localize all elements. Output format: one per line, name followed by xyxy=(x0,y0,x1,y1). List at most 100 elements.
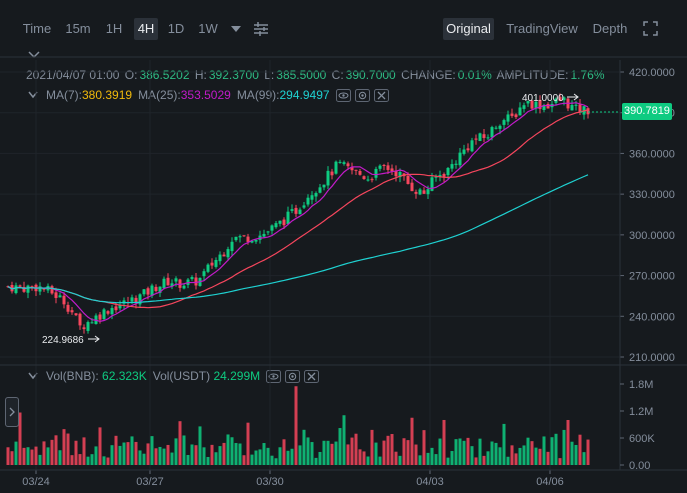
candle-body xyxy=(102,309,106,320)
candle-body xyxy=(574,104,578,106)
candle-body xyxy=(22,286,26,292)
high-price-marker: 401.0000 xyxy=(522,93,564,104)
candle-body xyxy=(314,193,318,197)
candle-body xyxy=(154,286,158,292)
volume-bar xyxy=(478,438,482,465)
candle-body xyxy=(354,169,358,171)
candle-body xyxy=(166,277,170,286)
interval-1w[interactable]: 1W xyxy=(198,21,218,36)
volume-bar xyxy=(70,455,74,465)
candle-body xyxy=(182,285,186,289)
volume-bar xyxy=(114,435,118,465)
volume-bar xyxy=(414,444,418,465)
candle-body xyxy=(218,254,222,262)
candle-body xyxy=(202,271,206,277)
panel-expand-handle[interactable] xyxy=(5,397,19,427)
candle-body xyxy=(206,264,210,272)
interval-time[interactable]: Time xyxy=(22,21,52,36)
ma-settings-icon[interactable] xyxy=(354,88,370,102)
volume-bar xyxy=(550,437,554,465)
volume-bar xyxy=(122,442,126,465)
candle-body xyxy=(114,306,118,311)
volume-bar xyxy=(102,456,106,465)
candle-body xyxy=(526,101,530,104)
volume-bar xyxy=(434,454,438,465)
volume-settings-icon[interactable] xyxy=(285,369,301,383)
volume-bar xyxy=(558,458,562,465)
ma-visibility-eye-icon[interactable] xyxy=(335,88,351,102)
volume-bar xyxy=(202,447,206,465)
price-tick-label: 360.0000 xyxy=(629,148,675,160)
ma7-label: MA(7): xyxy=(46,88,82,102)
volume-bar xyxy=(98,427,102,465)
indicator-settings-icon[interactable] xyxy=(253,21,269,37)
interval-15m[interactable]: 15m xyxy=(65,21,91,36)
volume-bar xyxy=(522,445,526,465)
volume-bar xyxy=(398,455,402,465)
volume-bar xyxy=(542,436,546,465)
ma-close-icon[interactable] xyxy=(373,88,389,102)
candle-body xyxy=(450,164,454,169)
volume-bar xyxy=(254,450,258,465)
candle-body xyxy=(374,168,378,178)
volume-bar xyxy=(198,426,202,465)
volume-close-icon[interactable] xyxy=(304,369,320,383)
candle-body xyxy=(470,140,474,152)
ma-legend: MA(7): 380.3919 MA(25): 353.5029 MA(99): 29… xyxy=(28,88,389,102)
volume-bar xyxy=(518,447,522,465)
candle-body xyxy=(230,241,234,252)
interval-1d[interactable]: 1D xyxy=(167,21,185,36)
price-tick-label: 210.0000 xyxy=(629,352,675,364)
volume-bar xyxy=(234,443,238,465)
volume-bar xyxy=(302,429,306,465)
candle-body xyxy=(10,284,14,292)
volume-bar xyxy=(382,440,386,465)
candle-body xyxy=(178,279,182,288)
volume-bar xyxy=(238,443,242,465)
candlesticks xyxy=(6,93,590,334)
volume-bar xyxy=(86,456,90,465)
volume-bar xyxy=(582,452,586,465)
volume-bar xyxy=(510,445,514,465)
candle-body xyxy=(562,97,566,101)
volume-visibility-eye-icon[interactable] xyxy=(266,369,282,383)
volume-bar xyxy=(18,412,22,465)
candle-body xyxy=(394,170,398,177)
interval-4h[interactable]: 4H xyxy=(134,18,158,40)
candle-body xyxy=(330,171,334,176)
volume-bar xyxy=(350,437,354,465)
ma99-line xyxy=(7,174,589,304)
vol-usdt-value: 24.299M xyxy=(213,369,261,383)
candle-body xyxy=(382,164,386,167)
volume-bar xyxy=(298,445,302,465)
view-tradingview[interactable]: TradingView xyxy=(506,21,578,36)
price-tick-label: 300.0000 xyxy=(629,230,675,242)
candle-body xyxy=(90,322,94,324)
candle-body xyxy=(326,170,330,186)
view-depth[interactable]: Depth xyxy=(592,21,628,36)
volume-tick-label: 600K xyxy=(629,433,655,445)
volume-bar xyxy=(294,386,298,465)
volume-bar xyxy=(118,445,122,465)
candle-body xyxy=(82,327,86,330)
candle-body xyxy=(538,100,542,109)
candle-body xyxy=(434,176,438,178)
volume-bar xyxy=(82,437,86,465)
candle-body xyxy=(266,231,270,233)
fullscreen-icon[interactable] xyxy=(643,21,658,36)
volume-tick-label: 1.8M xyxy=(629,379,653,391)
candle-body xyxy=(490,127,494,138)
more-intervals-dropdown-icon[interactable] xyxy=(230,25,242,33)
ma25-line xyxy=(7,109,589,309)
volume-bar xyxy=(50,439,54,465)
candle-body xyxy=(138,294,142,305)
candle-body xyxy=(118,305,122,309)
volume-bar xyxy=(410,417,414,465)
volume-bar xyxy=(54,435,58,465)
last-price-tag: 390.7819 xyxy=(622,103,672,120)
candle-body xyxy=(570,105,574,111)
interval-1h[interactable]: 1H xyxy=(105,21,123,36)
view-original[interactable]: Original xyxy=(443,18,494,40)
candle-body xyxy=(430,177,434,191)
